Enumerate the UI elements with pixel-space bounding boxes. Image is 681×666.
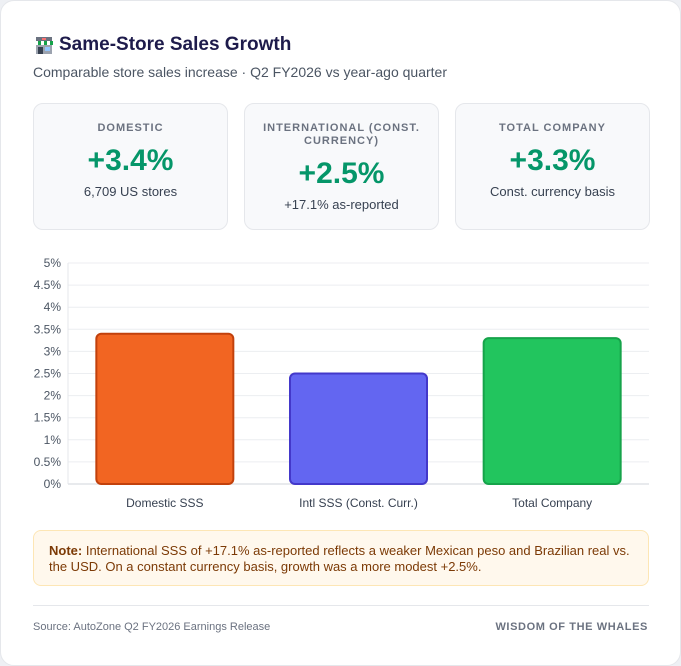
page-subtitle: Comparable store sales increase · Q2 FY2… [33, 64, 447, 80]
note-text: International SSS of +17.1% as-reported … [49, 543, 630, 574]
source-text: Source: AutoZone Q2 FY2026 Earnings Rele… [33, 621, 271, 633]
y-tick-label: 2.5% [34, 367, 62, 381]
y-tick-label: 4.5% [34, 278, 62, 292]
title-row: Same-Store Sales Growth [33, 34, 291, 56]
x-tick-label: Intl SSS (Const. Curr.) [299, 496, 418, 510]
y-tick-label: 4% [44, 300, 62, 314]
kpi-note: 6,709 US stores [83, 184, 178, 199]
brand-text: WISDOM OF THE WHALES [495, 621, 648, 633]
kpi-international: INTERNATIONAL (CONST. CURRENCY) +2.5% +1… [244, 103, 439, 230]
y-tick-label: 0.5% [34, 455, 62, 469]
x-tick-label: Domestic SSS [126, 496, 203, 510]
y-tick-label: 3% [44, 344, 62, 358]
y-tick-label: 1% [44, 433, 62, 447]
kpi-domestic: DOMESTIC +3.4% 6,709 US stores [33, 103, 228, 230]
kpi-value: +3.3% [509, 144, 596, 177]
y-tick-label: 5% [44, 256, 62, 270]
bar [289, 372, 428, 485]
kpi-value: +3.4% [87, 144, 174, 177]
page-title: Same-Store Sales Growth [59, 34, 292, 55]
kpi-value: +2.5% [298, 157, 385, 190]
kpi-label: TOTAL COMPANY [499, 122, 606, 134]
y-tick-label: 1.5% [34, 411, 62, 425]
kpi-note: +17.1% as-reported [284, 197, 399, 212]
y-tick-label: 3.5% [34, 322, 62, 336]
bar-chart: 0% 0.5% 1% 1.5% 2% 2.5% 3% 3.5% 4% 4.5% 5% Domestic… [34, 256, 649, 510]
bar [95, 332, 235, 485]
kpi-total-company: TOTAL COMPANY +3.3% Const. currency basi… [455, 103, 650, 230]
bar [482, 337, 622, 485]
kpi-note: Const. currency basis [490, 184, 615, 199]
y-tick-label: 0% [44, 477, 62, 491]
note-label: Note: [49, 543, 83, 558]
footer-divider [33, 605, 649, 606]
y-tick-label: 2% [44, 389, 62, 403]
x-tick-label: Total Company [512, 496, 592, 510]
kpi-label: INTERNATIONAL (CONST. CURRENCY) [263, 122, 420, 147]
note-box: Note: International SSS of +17.1% as-rep… [33, 530, 649, 586]
store-icon [35, 37, 53, 54]
kpi-label: DOMESTIC [97, 122, 164, 134]
